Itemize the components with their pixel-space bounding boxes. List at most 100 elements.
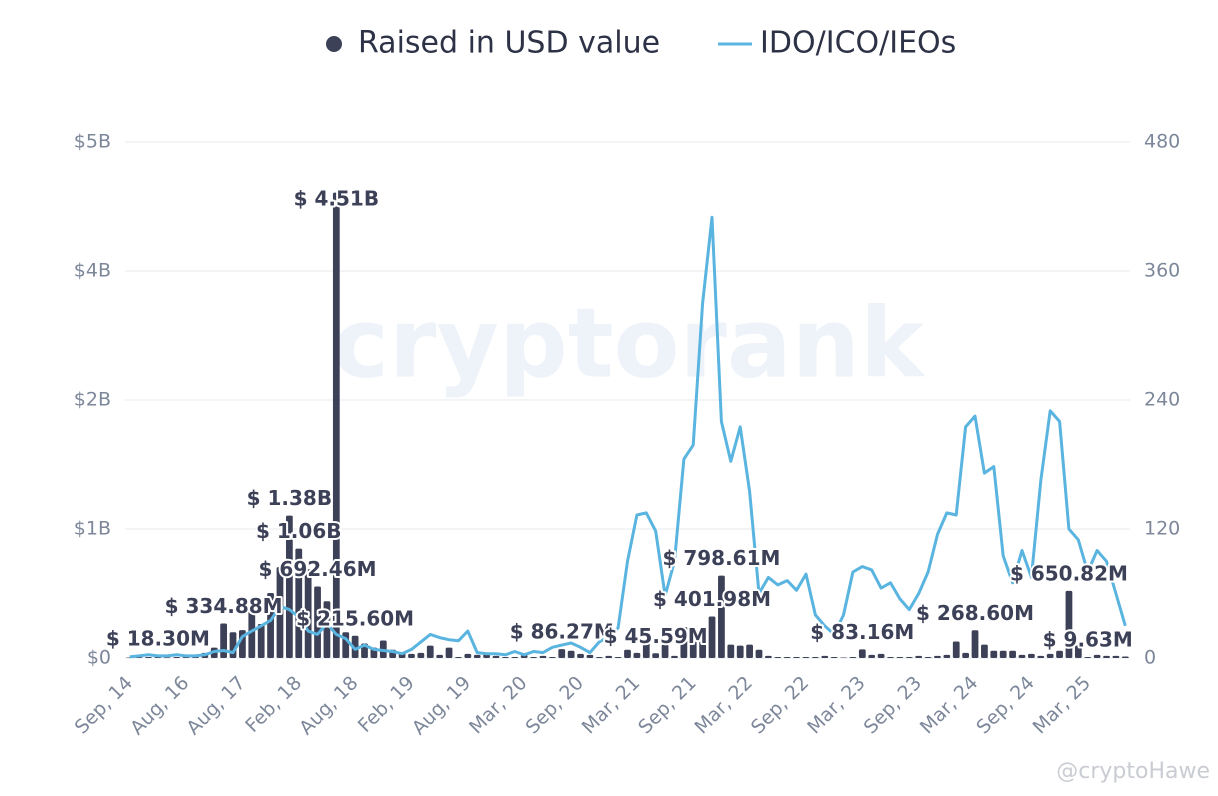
bar [877, 653, 885, 658]
x-tick-label: Aug, 16 [126, 672, 193, 739]
bar [1009, 650, 1016, 658]
bar [351, 635, 359, 658]
x-tick-label: Mar, 22 [690, 672, 757, 739]
bar [802, 656, 810, 658]
bar [511, 656, 519, 658]
bar [915, 655, 923, 658]
bar [558, 649, 566, 658]
bar [314, 586, 321, 658]
bar [426, 645, 434, 658]
x-tick-label: Sep, 20 [521, 672, 588, 739]
bar [661, 644, 669, 658]
data-label: $ 334.88M [165, 594, 283, 618]
bar [783, 656, 791, 658]
data-label: $ 1.06B [256, 519, 341, 543]
bar [248, 611, 256, 658]
data-label: $ 401.98M [653, 587, 771, 611]
bar [220, 623, 228, 658]
bar [708, 616, 716, 658]
bar [642, 642, 650, 658]
bar [1037, 655, 1045, 658]
bar [173, 656, 181, 658]
bar [699, 640, 707, 658]
y-tick-label: $4B [74, 260, 111, 282]
bar [577, 653, 584, 658]
bar [257, 623, 265, 658]
bar [905, 656, 913, 658]
bar [840, 657, 847, 658]
bar [1074, 645, 1082, 658]
line [129, 215, 1127, 659]
bar [586, 654, 594, 658]
bar [295, 548, 303, 658]
legend-label: IDO/ICO/IEOs [760, 26, 956, 61]
bar [502, 656, 509, 658]
x-tick-label: Aug, 18 [295, 672, 362, 739]
bar [1084, 657, 1092, 658]
data-label: $ 1.38B [247, 486, 332, 510]
x-tick-label: Sep, 22 [747, 672, 814, 739]
bar [849, 656, 857, 658]
x-tick-label: Mar, 21 [578, 672, 645, 739]
bar [614, 656, 622, 658]
x-tick-label: Mar, 23 [803, 672, 870, 739]
legend-swatch [326, 36, 342, 52]
bar [267, 592, 274, 658]
x-tick-label: Feb, 19 [354, 672, 419, 737]
bar [971, 630, 979, 658]
bar [680, 627, 688, 658]
x-tick-label: Feb, 18 [241, 672, 306, 737]
bar [652, 653, 660, 658]
bar [736, 645, 744, 658]
bar [896, 656, 904, 658]
bar [332, 192, 340, 658]
bar [746, 644, 753, 658]
data-label: $ 86.27M [510, 620, 614, 644]
bar [962, 652, 970, 658]
bar [567, 650, 575, 658]
x-tick-label: Sep, 14 [71, 672, 138, 739]
y2-tick-label: 360 [1144, 260, 1180, 282]
data-label: $ 798.61M [662, 546, 780, 570]
data-label: $ 83.16M [810, 620, 914, 644]
bar [981, 644, 988, 658]
bar [868, 654, 876, 658]
x-tick-label: Mar, 25 [1029, 672, 1096, 739]
bar [455, 656, 462, 658]
bar [793, 656, 800, 658]
bar [464, 653, 472, 658]
bar [445, 647, 453, 658]
y-tick-label: $2B [74, 389, 111, 411]
bar [1103, 655, 1110, 658]
credit: @cryptoHawe [1056, 759, 1210, 784]
x-tick-label: Sep, 21 [634, 672, 701, 739]
x-tick-label: Sep, 23 [860, 672, 927, 739]
bar [408, 653, 415, 658]
x-tick-label: Mar, 20 [465, 672, 532, 739]
data-label: $ 268.60M [916, 601, 1034, 625]
y2-tick-label: 240 [1144, 389, 1180, 411]
bar [887, 656, 894, 658]
data-label: $ 4.51B [294, 187, 379, 211]
bar [924, 656, 932, 658]
bar [718, 575, 725, 658]
bar [830, 656, 838, 658]
bar [689, 641, 697, 658]
data-label: $ 215.60M [296, 606, 414, 630]
bar [943, 654, 951, 658]
bar [633, 652, 641, 658]
legend-label: Raised in USD value [358, 26, 660, 61]
bar [755, 649, 763, 658]
data-label: $ 18.30M [106, 627, 210, 651]
bar [1093, 654, 1101, 658]
data-label: $ 9.63M [1043, 628, 1133, 652]
y-tick-label: $0 [87, 647, 111, 669]
bar [436, 654, 444, 658]
bar [285, 515, 293, 658]
bar [774, 656, 782, 658]
bar [530, 656, 537, 658]
bar [934, 655, 941, 658]
bar [304, 569, 312, 658]
y2-tick-label: 120 [1144, 518, 1180, 540]
